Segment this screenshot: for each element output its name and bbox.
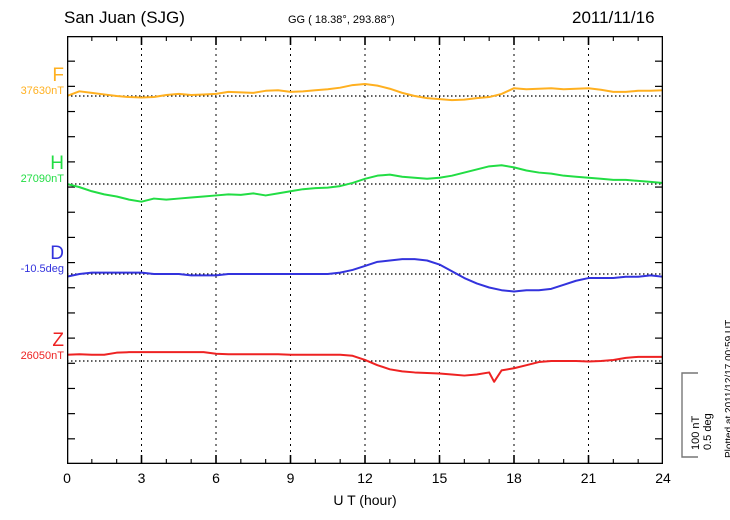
x-tick-label-9: 9	[286, 470, 295, 486]
component-baseline-F: 37630nT	[20, 85, 64, 97]
component-symbol-F: F	[52, 65, 64, 86]
x-tick-label-6: 6	[212, 470, 220, 486]
x-tick-label-12: 12	[357, 470, 373, 486]
scale-nt-label: 100 nT	[690, 415, 702, 450]
component-baseline-H: 27090nT	[20, 173, 64, 185]
plot-frame	[67, 36, 663, 464]
component-baseline-Z: 26050nT	[20, 350, 64, 362]
axis-ticks	[67, 36, 663, 464]
station-title: San Juan (SJG)	[64, 8, 185, 27]
component-symbol-D: D	[50, 243, 64, 264]
scale-bar	[678, 372, 704, 458]
x-tick-label-24: 24	[655, 470, 671, 486]
trace-F	[67, 83, 663, 102]
trace-Z	[67, 351, 663, 383]
x-tick-label-21: 21	[580, 470, 597, 486]
x-tick-label-0: 0	[63, 470, 71, 486]
scale-bar-bracket	[681, 372, 698, 458]
x-tick-label-3: 3	[137, 470, 146, 486]
geographic-coordinates: GG ( 18.38°, 293.88°)	[288, 14, 395, 26]
axis-label-H: H 27090nT	[0, 154, 64, 186]
plotted-at-timestamp: Plotted at 2011/12/17 00:59 UT	[724, 319, 730, 458]
x-axis-title: U T (hour)	[333, 492, 397, 508]
x-tick-label-15: 15	[431, 470, 448, 486]
component-baseline-D: -10.5deg	[20, 263, 64, 275]
x-tick-label-18: 18	[506, 470, 522, 486]
scale-deg-label: 0.5 deg	[702, 413, 714, 450]
scale-bar-units: 100 nT 0.5 deg	[690, 413, 714, 450]
trace-D	[67, 258, 663, 293]
component-traces	[67, 83, 663, 383]
observation-date: 2011/11/16	[572, 8, 655, 27]
axis-label-Z: Z 26050nT	[0, 331, 64, 363]
trace-H	[67, 164, 663, 203]
component-symbol-Z: Z	[52, 330, 64, 351]
plot-area	[67, 36, 663, 464]
axis-label-F: F 37630nT	[0, 66, 64, 98]
grid-lines	[141, 36, 589, 464]
component-symbol-H: H	[50, 153, 64, 174]
magnetogram-plot	[67, 36, 663, 464]
axis-label-D: D -10.5deg	[0, 244, 64, 276]
